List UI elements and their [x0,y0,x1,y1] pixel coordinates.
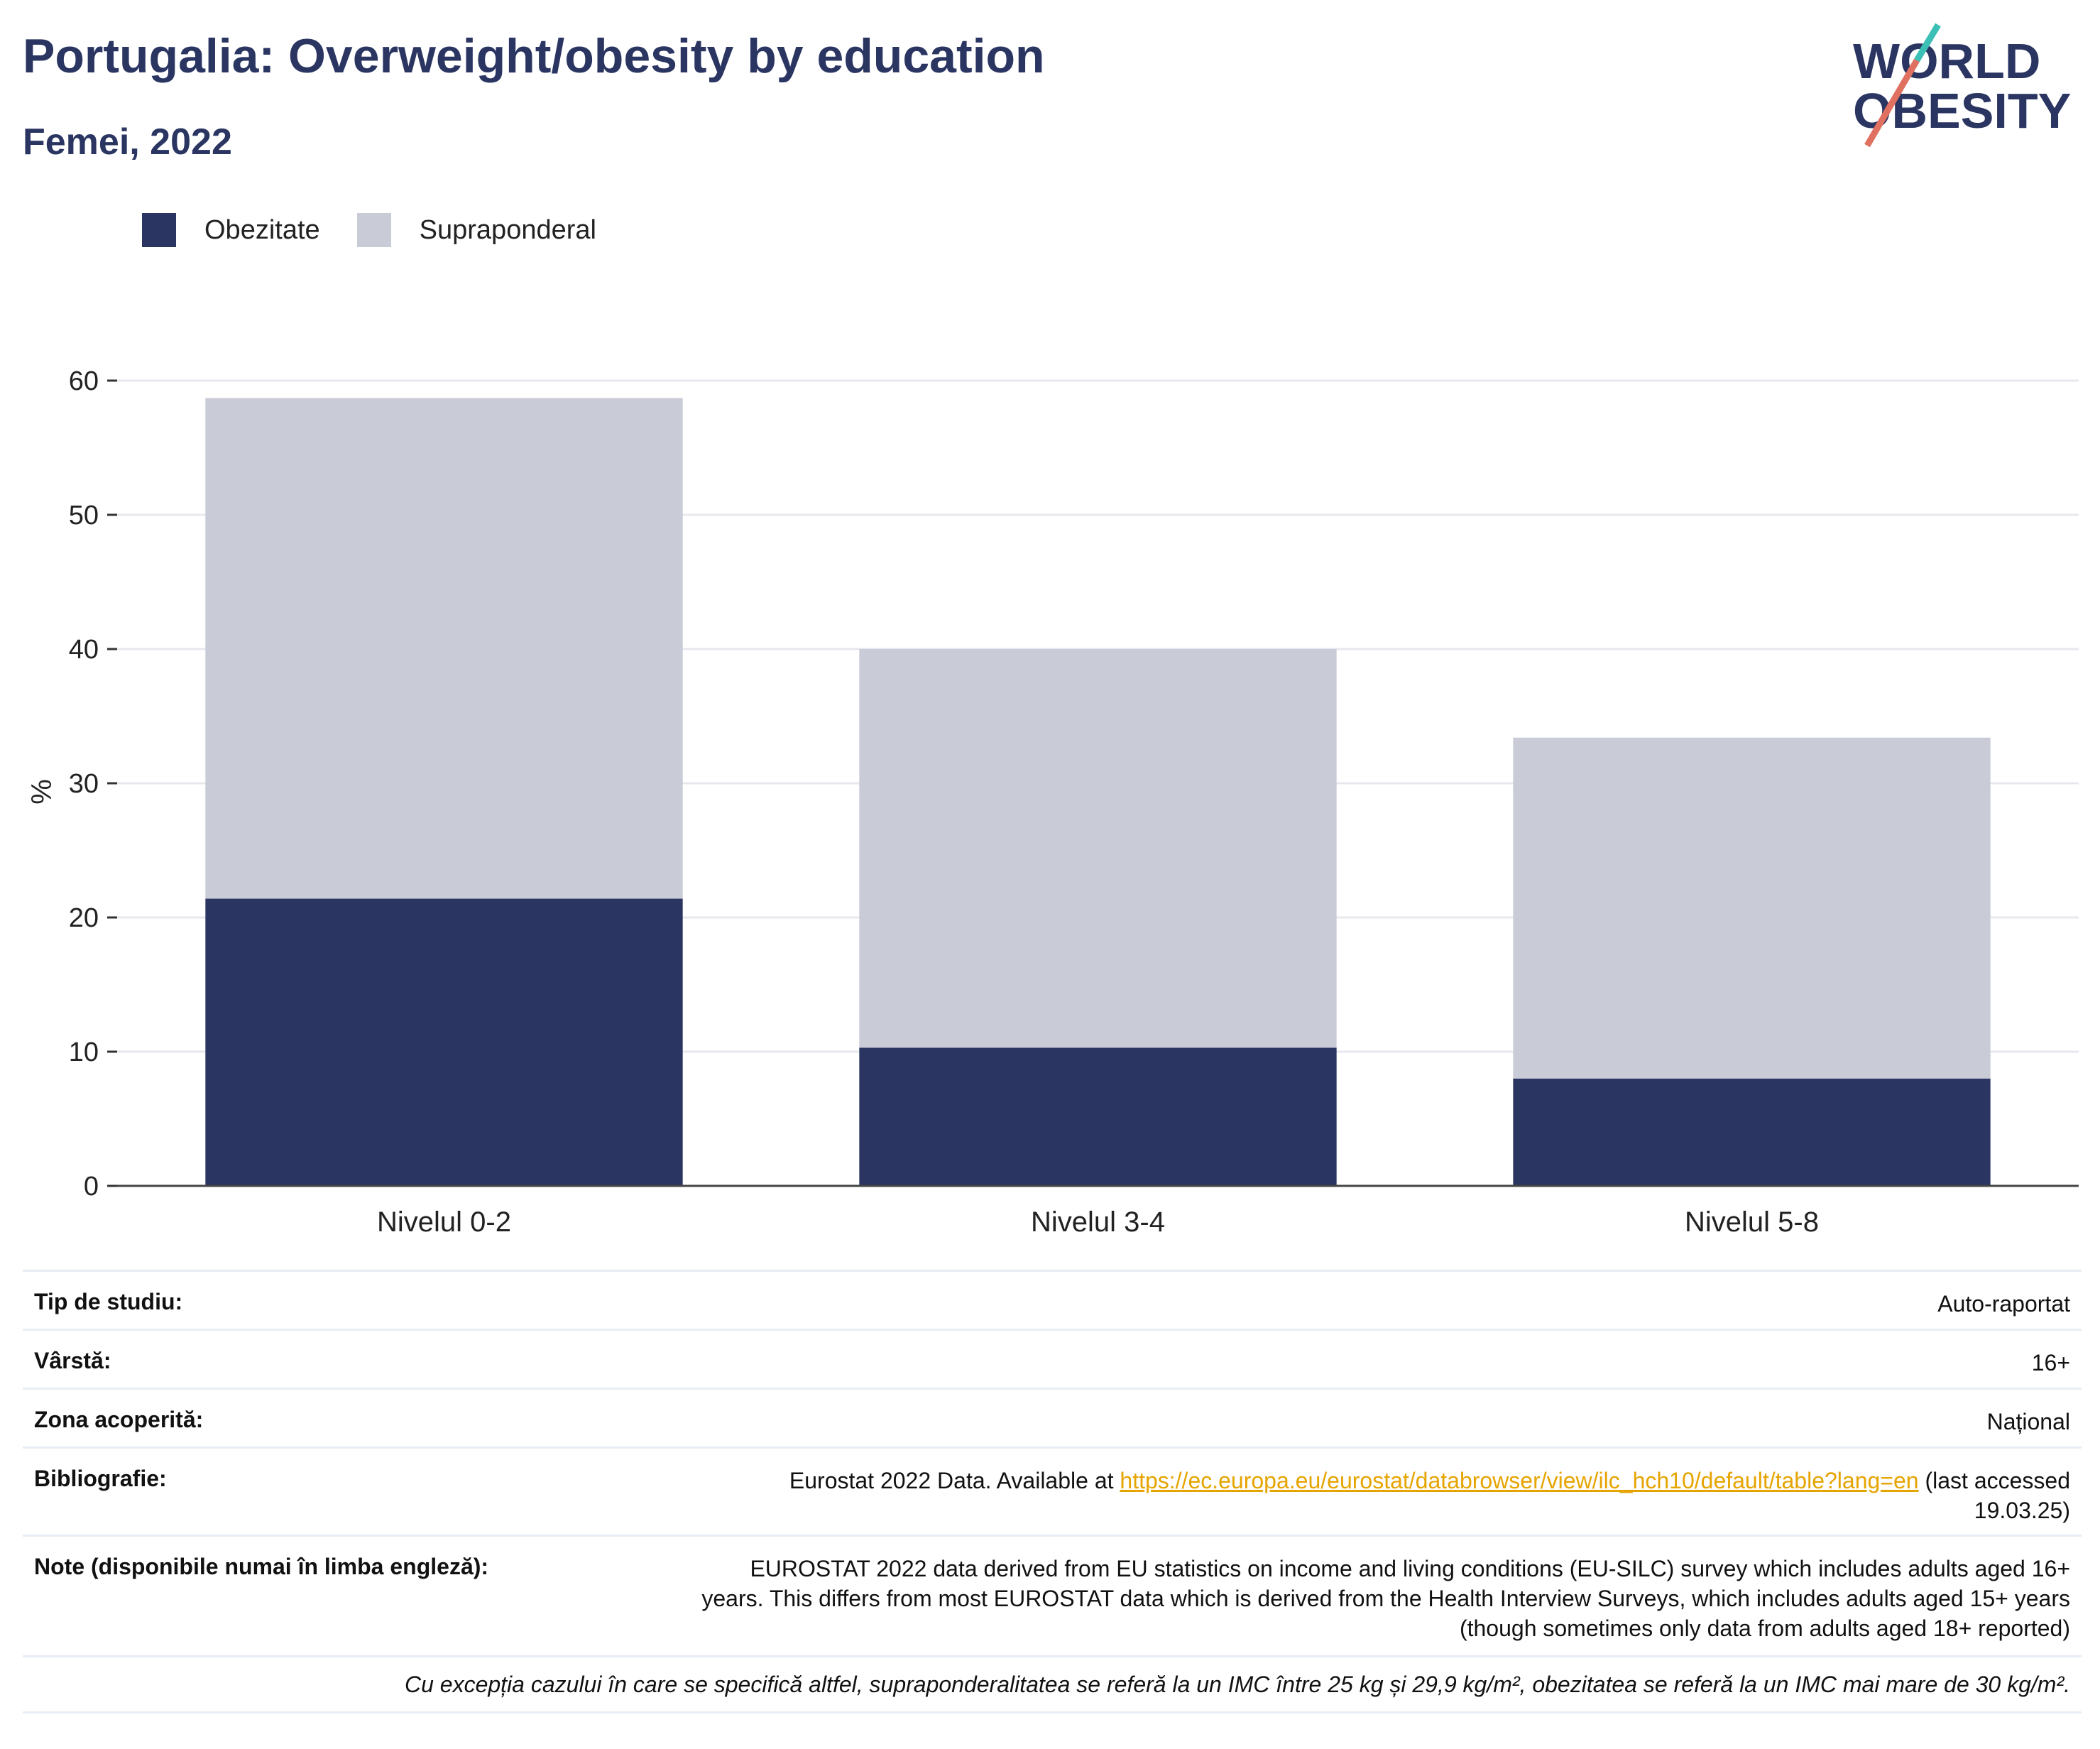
bar-supraponderal-2 [859,649,1337,1048]
bibliography-accessed: (last accessed [1918,1468,2070,1493]
bibliography-date: 19.03.25) [1974,1498,2070,1523]
bar-chart: 0 10 20 30 40 50 60% Nivelul 0-2 Nivelul 3-4 Nive… [26,366,2079,1236]
age-label: Vârstă: [34,1348,111,1373]
y-tick-label: 30 [69,769,99,799]
notes-line-3: (though sometimes only data from adults … [1459,1615,2070,1641]
y-tick-label: 40 [69,635,99,665]
meta-row-age: Vârstă: 16+ [23,1329,2082,1388]
meta-row-notes: Note (disponibile numai în limba engleză… [23,1535,2082,1655]
world-obesity-logo: WORLD OBESITY [1853,23,2071,148]
notes-label: Note (disponibile numai în limba engleză… [34,1554,489,1579]
legend-label-obezitate: Obezitate [204,214,320,245]
bibliography-text: Eurostat 2022 Data. Available at [789,1468,1120,1493]
y-tick-label: 10 [69,1037,99,1067]
bibliography-value: Eurostat 2022 Data. Available at https:/… [789,1466,2070,1525]
x-tick-label: Nivelul 5-8 [1685,1206,1819,1236]
bibliography-label: Bibliografie: [34,1466,167,1491]
legend-item-obezitate: Obezitate [142,213,320,247]
bar-supraponderal-1 [205,398,683,899]
legend-swatch-supraponderal [356,213,391,247]
meta-row-study-type: Tip de studiu: Auto-raportat [23,1270,2082,1329]
meta-row-bibliography: Bibliografie: Eurostat 2022 Data. Availa… [23,1446,2082,1535]
x-tick-label: Nivelul 0-2 [377,1206,511,1236]
chart-title: Portugalia: Overweight/obesity by educat… [23,29,1045,83]
bar-obezitate-2 [859,1047,1337,1186]
study-type-label: Tip de studiu: [34,1289,183,1314]
y-tick-label: 60 [69,366,99,396]
bar-supraponderal-3 [1513,737,1991,1079]
chart-subtitle: Femei, 2022 [23,121,232,163]
svg-text:WORLD: WORLD [1853,33,2040,89]
y-tick-label: 0 [84,1172,99,1202]
bibliography-link[interactable]: https://ec.europa.eu/eurostat/databrowse… [1120,1468,1919,1493]
y-axis-label: % [26,779,58,805]
area-label: Zona acoperită: [34,1407,204,1432]
notes-line-2: years. This differs from most EUROSTAT d… [701,1586,2070,1611]
chart-legend: Obezitate Supraponderal [142,213,633,247]
notes-value: EUROSTAT 2022 data derived from EU stati… [701,1554,2070,1643]
bar-obezitate-1 [205,898,683,1186]
legend-swatch-obezitate [142,213,176,247]
metadata-table: Tip de studiu: Auto-raportat Vârstă: 16+… [23,1270,2082,1713]
notes-line-1: EUROSTAT 2022 data derived from EU stati… [750,1556,2070,1581]
definition-footnote: Cu excepția cazului în care se specifică… [23,1655,2082,1713]
study-type-value: Auto-raportat [1937,1291,2070,1317]
age-value: 16+ [2031,1350,2070,1375]
x-tick-label: Nivelul 3-4 [1031,1206,1165,1236]
bar-obezitate-3 [1513,1078,1991,1186]
y-tick-label: 20 [69,903,99,933]
meta-row-area: Zona acoperită: Național [23,1388,2082,1446]
y-tick-label: 50 [69,501,99,530]
area-value: Național [1986,1409,2070,1434]
legend-item-supraponderal: Supraponderal [356,213,596,247]
legend-label-supraponderal: Supraponderal [419,214,596,245]
